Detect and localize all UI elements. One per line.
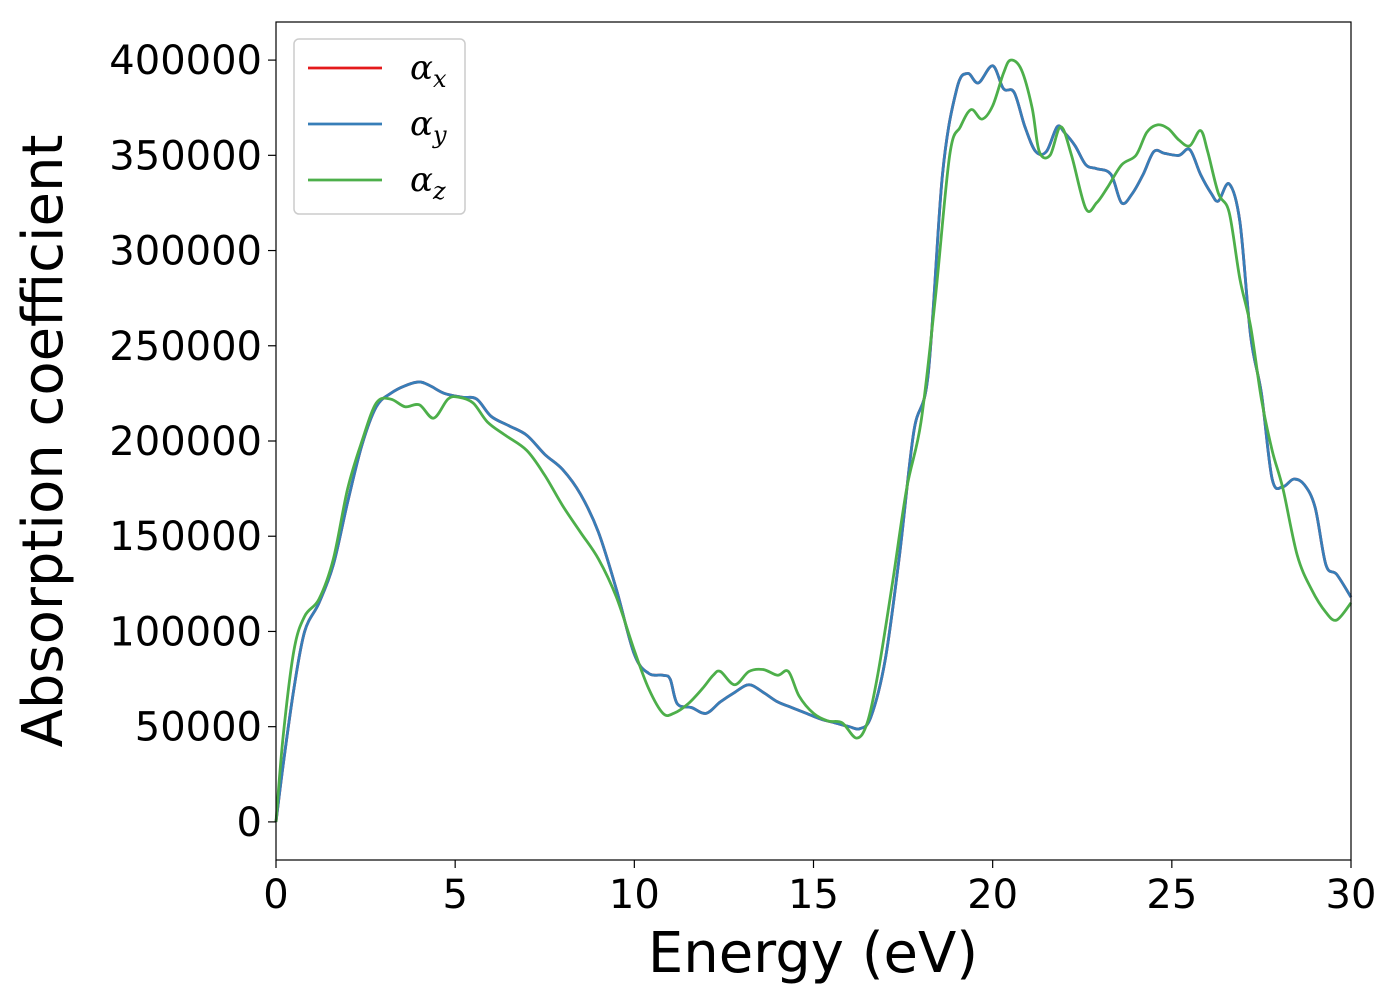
x-axis: 0 5 10 15 20 25 30 bbox=[263, 860, 1376, 918]
x-tick-label: 5 bbox=[442, 872, 467, 918]
x-tick-label: 25 bbox=[1146, 872, 1197, 918]
x-axis-title: Energy (eV) bbox=[648, 921, 978, 986]
x-tick-label: 0 bbox=[263, 872, 288, 918]
legend: αx αy αz bbox=[293, 38, 466, 215]
legend-label-alpha-x: αx bbox=[410, 48, 447, 93]
y-tick-label: 400000 bbox=[109, 38, 262, 84]
x-tick-label: 10 bbox=[609, 872, 660, 918]
legend-box bbox=[293, 38, 466, 215]
x-tick-label: 15 bbox=[788, 872, 839, 918]
x-tick-label: 20 bbox=[967, 872, 1018, 918]
x-tick-label: 30 bbox=[1326, 872, 1377, 918]
y-tick-label: 350000 bbox=[109, 133, 262, 179]
legend-label-alpha-z: αz bbox=[410, 160, 446, 205]
y-tick-label: 100000 bbox=[109, 609, 262, 655]
y-tick-label: 0 bbox=[237, 800, 262, 846]
series-layer bbox=[274, 58, 1353, 823]
y-tick-label: 250000 bbox=[109, 324, 262, 370]
y-axis: 0 50000 100000 150000 200000 250000 300000 3500… bbox=[109, 38, 276, 846]
y-tick-label: 150000 bbox=[109, 514, 262, 560]
y-tick-label: 300000 bbox=[109, 229, 262, 275]
series-line-alpha-z bbox=[274, 58, 1353, 823]
y-axis-title: Absorption coefficient bbox=[11, 135, 76, 748]
legend-label-alpha-y: αy bbox=[410, 104, 447, 149]
y-tick-label: 200000 bbox=[109, 419, 262, 465]
y-tick-label: 50000 bbox=[135, 705, 262, 751]
